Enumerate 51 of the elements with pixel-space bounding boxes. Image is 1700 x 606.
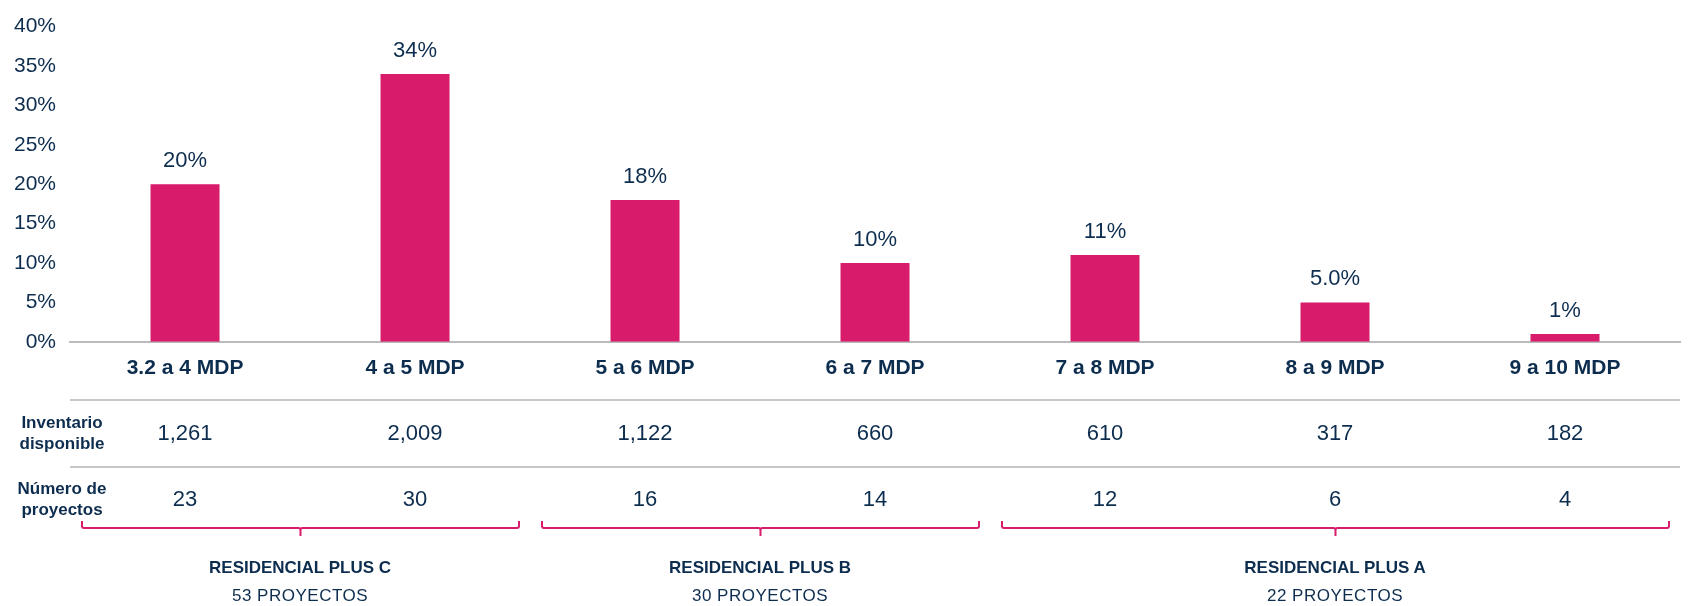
- x-tick-label: 7 a 8 MDP: [1055, 355, 1155, 379]
- text: 16: [632, 486, 658, 512]
- text: 2,009: [387, 420, 443, 446]
- bar: [1070, 255, 1140, 342]
- text: RESIDENCIAL PLUS A: [1244, 558, 1426, 578]
- x-tick-label: 8 a 9 MDP: [1285, 355, 1385, 379]
- text: 182: [1546, 420, 1584, 446]
- bar: [150, 184, 220, 342]
- x-tick-label: 6 a 7 MDP: [825, 355, 925, 379]
- text: 610: [1086, 420, 1124, 446]
- data-label: 11%: [1083, 218, 1127, 244]
- text: 660: [856, 420, 894, 446]
- text: 1,261: [157, 420, 213, 446]
- text: Inventario disponible: [18, 412, 106, 454]
- data-label: 34%: [393, 36, 438, 62]
- y-tick-label: 30%: [14, 92, 57, 116]
- x-tick-label: 3.2 a 4 MDP: [126, 355, 244, 379]
- x-tick-label: 5 a 6 MDP: [595, 355, 695, 379]
- data-label: 10%: [852, 226, 898, 252]
- text: 4: [1558, 486, 1572, 512]
- bar: [610, 199, 680, 342]
- text: 30: [402, 486, 428, 512]
- text: 22 PROYECTOS: [1266, 586, 1404, 606]
- data-label: 20%: [163, 147, 208, 173]
- data-label: 18%: [623, 163, 668, 189]
- y-tick-label: 35%: [14, 52, 57, 76]
- y-tick-label: 25%: [14, 131, 57, 155]
- text: 317: [1316, 420, 1354, 446]
- text: 6: [1328, 486, 1342, 512]
- text: Número de proyectos: [16, 478, 108, 520]
- data-label: 1%: [1549, 296, 1581, 322]
- y-tick-label: 5%: [25, 289, 57, 313]
- text: 53 PROYECTOS: [231, 586, 369, 606]
- y-tick-label: 20%: [14, 171, 57, 194]
- text: RESIDENCIAL PLUS B: [669, 558, 852, 578]
- text: 30 PROYECTOS: [691, 586, 829, 606]
- data-label: 5.0%: [1309, 265, 1361, 291]
- bar: [1300, 302, 1370, 342]
- y-tick-label: 40%: [14, 13, 57, 37]
- x-tick-label: 9 a 10 MDP: [1509, 355, 1621, 379]
- y-tick-label: 0%: [25, 328, 57, 352]
- y-tick-label: 15%: [14, 210, 57, 234]
- y-tick-label: 10%: [14, 249, 57, 273]
- bar: [380, 73, 450, 342]
- text: 1,122: [617, 420, 673, 446]
- text: 12: [1092, 486, 1118, 512]
- text: RESIDENCIAL PLUS C: [209, 558, 392, 578]
- text: 23: [172, 486, 198, 512]
- text: 14: [862, 486, 888, 512]
- bar: [840, 263, 910, 342]
- x-tick-label: 4 a 5 MDP: [365, 355, 465, 379]
